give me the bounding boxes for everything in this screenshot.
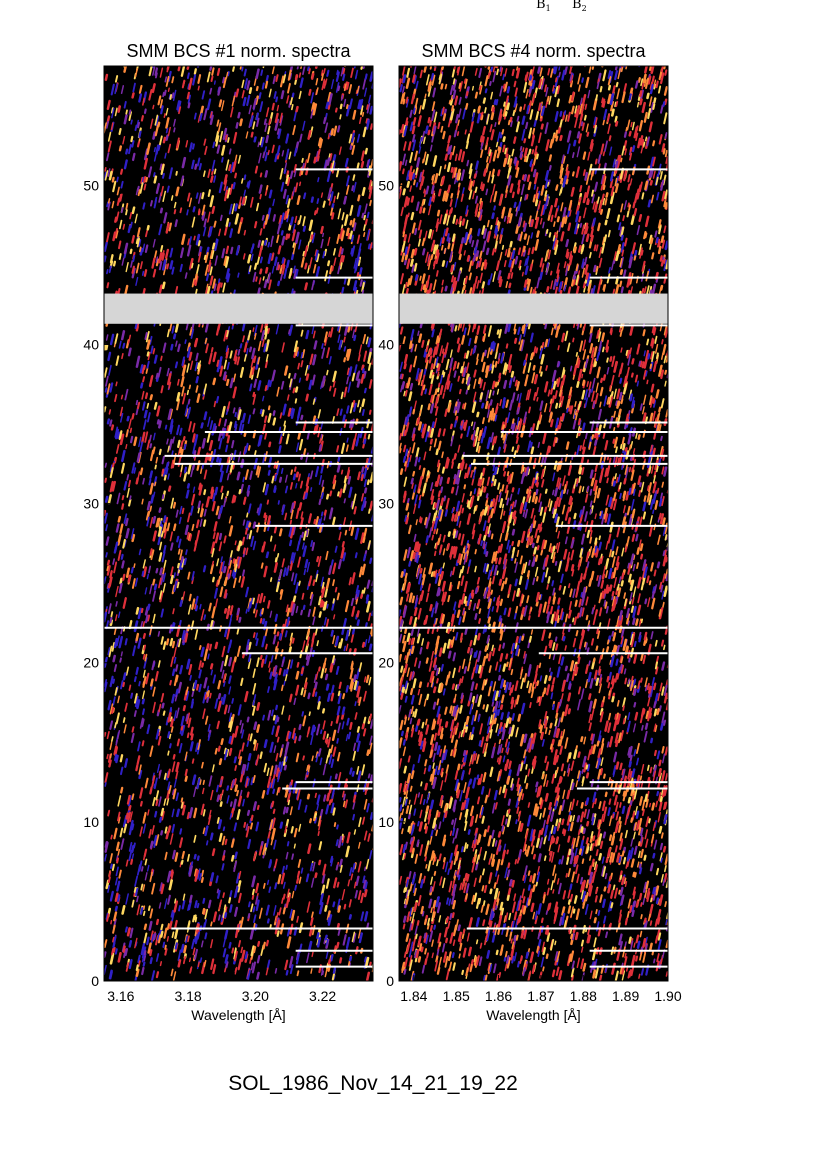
heatmap-background [104, 66, 373, 981]
x-tick-label: 1.89 [612, 988, 639, 1004]
y-tick-label: 40 [378, 336, 394, 352]
data-gap-band [104, 293, 373, 324]
x-tick-label: 1.84 [400, 988, 427, 1004]
y-tick-label: 30 [83, 496, 99, 512]
x-tick-label: 1.86 [485, 988, 512, 1004]
y-tick-label: 0 [386, 973, 394, 989]
panel-bcs4: SMM BCS #4 norm. spectra 1.84 1.85 1.86 1.87… [378, 41, 681, 1023]
heatmap-speckles [104, 66, 373, 981]
y-tick-label: 20 [83, 655, 99, 671]
flagged-rows [104, 168, 373, 968]
y-tick-label: 30 [378, 496, 394, 512]
y-tick-label: 10 [378, 814, 394, 830]
x-tick-label: 1.87 [527, 988, 554, 1004]
header-markers: B1 B2 [536, 0, 587, 13]
y-tick-label: 20 [378, 655, 394, 671]
x-tick-label: 3.20 [242, 988, 269, 1004]
plot-frame [398, 65, 669, 982]
x-tick-label: 3.18 [174, 988, 201, 1004]
y-tick-label: 0 [91, 973, 99, 989]
header-marker: B1 [536, 0, 551, 13]
flagged-rows [399, 168, 668, 968]
x-tick-label: 3.16 [107, 988, 134, 1004]
header-marker: B2 [572, 0, 587, 13]
heatmap-speckles [399, 66, 668, 981]
plot-frame [103, 65, 374, 982]
footer-label: SOL_1986_Nov_14_21_19_22 [228, 1072, 518, 1095]
y-tick-label: 50 [378, 177, 394, 193]
x-tick-label: 1.90 [654, 988, 681, 1004]
x-tick-label: 3.22 [309, 988, 336, 1004]
x-tick-label: 1.85 [443, 988, 470, 1004]
x-axis-label: Wavelength [Å] [191, 1007, 285, 1023]
x-axis-label: Wavelength [Å] [486, 1007, 580, 1023]
panel-bcs1: SMM BCS #1 norm. spectra 3.16 3.18 3.20 3.22… [83, 41, 374, 1023]
y-tick-label: 10 [83, 814, 99, 830]
x-tick-label: 1.88 [570, 988, 597, 1004]
panel-title: SMM BCS #4 norm. spectra [421, 41, 646, 61]
y-tick-label: 50 [83, 177, 99, 193]
data-gap-band [399, 293, 668, 324]
panel-title: SMM BCS #1 norm. spectra [126, 41, 351, 61]
y-tick-label: 40 [83, 336, 99, 352]
